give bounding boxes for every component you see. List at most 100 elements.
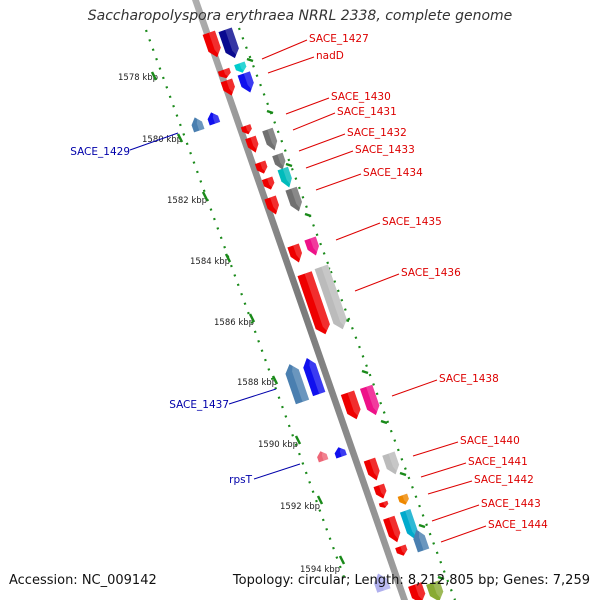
label-leader-line [391, 379, 438, 397]
gene-arrow-sace-1427b[interactable] [218, 27, 241, 61]
forward-gene-label[interactable]: SACE_1432 [347, 127, 407, 139]
ruler-minor-tick [437, 575, 445, 581]
genome-backbone [192, 0, 408, 600]
gene-arrow-rpsT[interactable] [316, 450, 329, 463]
gene-arrow-sace-1434b[interactable] [285, 186, 304, 214]
gene-arrow-sace-1430[interactable] [240, 124, 253, 136]
gene-arrow-sace-1442a[interactable] [378, 500, 389, 510]
ruler-tick [176, 133, 184, 143]
gene-arrow-rpsT-b[interactable] [333, 445, 347, 459]
ruler-minor-tick [246, 57, 254, 63]
label-leader-line [440, 525, 487, 543]
forward-gene-label[interactable]: SACE_1427 [309, 33, 369, 45]
accession-text: Accession: NC_009142 [9, 573, 157, 588]
label-leader-line [420, 462, 467, 478]
gene-arrow-sace-1437b[interactable] [301, 356, 326, 397]
ruler-label: 1578 kbp [118, 73, 158, 83]
forward-gene-label[interactable]: SACE_1444 [488, 519, 548, 531]
gene-arrow-nadD[interactable] [234, 61, 248, 74]
ruler-minor-tick [399, 471, 407, 477]
forward-gene-label[interactable]: nadD [316, 50, 344, 62]
ruler-label: 1592 kbp [280, 502, 320, 512]
forward-gene-label[interactable]: SACE_1436 [401, 267, 461, 279]
gene-arrow-sace-1431b[interactable] [262, 127, 280, 152]
genome-title: Saccharopolyspora erythraea NRRL 2338, c… [87, 8, 513, 24]
gene-arrow-sace-1429b[interactable] [206, 111, 221, 126]
ruler-minor-tick [266, 109, 274, 115]
gene-arrow-sace-1431[interactable] [245, 135, 261, 155]
gene-arrow-sace-1427[interactable] [202, 30, 224, 60]
gene-arrow-sace-1435b[interactable] [304, 236, 321, 258]
label-leader-line [431, 504, 480, 522]
label-leader-line [261, 39, 308, 60]
gene-arrow-sace-1436b[interactable] [314, 264, 350, 332]
label-leader-line [315, 173, 362, 191]
forward-gene-label[interactable]: SACE_1435 [382, 216, 442, 228]
ruler-tick [201, 191, 209, 201]
label-leader-line [228, 388, 277, 405]
ruler-label: 1582 kbp [167, 196, 207, 206]
forward-gene-label[interactable]: SACE_1442 [474, 474, 534, 486]
forward-gene-label[interactable]: SACE_1438 [439, 373, 499, 385]
ruler-label: 1594 kbp [300, 565, 340, 575]
ruler-minor-tick [361, 369, 369, 375]
label-leader-line [298, 133, 346, 152]
ruler-tick [271, 375, 279, 385]
forward-gene-label[interactable]: SACE_1430 [331, 91, 391, 103]
ruler-minor-tick [304, 212, 312, 218]
ruler-tick [338, 555, 346, 565]
gene-arrow-sace-1446[interactable] [408, 582, 428, 600]
gene-arrow-sace-1434[interactable] [264, 195, 281, 217]
label-leader-line [267, 56, 315, 74]
gene-arrow-sace-1442[interactable] [397, 493, 411, 507]
ruler-tick [224, 253, 232, 263]
gene-arrow-sace-1432b[interactable] [272, 152, 288, 172]
gene-arrow-sace-1440b[interactable] [382, 451, 401, 476]
label-leader-line [354, 273, 400, 292]
label-leader-line [129, 132, 179, 151]
forward-gene-label[interactable]: SACE_1441 [468, 456, 528, 468]
label-leader-line [305, 150, 354, 169]
reverse-gene-label[interactable]: rpsT [229, 474, 252, 486]
ruler-tick [294, 435, 302, 445]
gene-arrow-sace-1445[interactable] [371, 571, 391, 593]
gene-arrow-sace-1433[interactable] [277, 166, 295, 189]
reverse-gene-label[interactable]: SACE_1437 [169, 399, 229, 411]
gene-arrow-sace-1444b[interactable] [395, 544, 409, 557]
ruler-label: 1590 kbp [258, 440, 298, 450]
forward-gene-label[interactable]: SACE_1433 [355, 144, 415, 156]
gene-arrow-sace-1435[interactable] [287, 243, 304, 265]
ruler-minor-tick [285, 162, 293, 168]
gene-arrow-sace-1444[interactable] [411, 528, 430, 553]
gene-arrow-sace-1429[interactable] [190, 116, 205, 133]
ruler-label: 1580 kbp [142, 135, 182, 145]
gene-arrow-sace-1447[interactable] [426, 580, 446, 600]
forward-gene-label[interactable]: SACE_1443 [481, 498, 541, 510]
gene-arrow-sace-1436[interactable] [297, 271, 332, 336]
gene-arrow-sace-1440[interactable] [363, 457, 383, 483]
gene-arrow-sace-1428[interactable] [220, 78, 238, 97]
label-leader-line [285, 97, 330, 115]
forward-gene-label[interactable]: SACE_1431 [337, 106, 397, 118]
label-leader-line [335, 222, 381, 241]
gene-arrow-small-1[interactable] [217, 67, 232, 80]
gene-arrow-sace-1443b[interactable] [399, 509, 420, 541]
gene-arrow-sace-1443[interactable] [383, 515, 403, 544]
gene-arrow-sace-1438b[interactable] [359, 384, 382, 418]
ruler-label: 1584 kbp [190, 257, 230, 267]
gene-arrow-sace-1438[interactable] [340, 390, 363, 421]
gene-arrow-sace-1433b[interactable] [261, 176, 276, 192]
gene-arrow-sace-1428b[interactable] [237, 71, 257, 94]
ruler-tick [248, 313, 256, 323]
gene-arrow-sace-1437[interactable] [283, 362, 310, 405]
reverse-gene-label[interactable]: SACE_1429 [70, 146, 130, 158]
forward-gene-label[interactable]: SACE_1440 [460, 435, 520, 447]
forward-gene-label[interactable]: SACE_1434 [363, 167, 423, 179]
gene-arrow-sace-1441[interactable] [373, 483, 389, 501]
label-leader-line [292, 112, 336, 131]
genome-summary-text: Topology: circular; Length: 8,212,805 bp… [232, 573, 590, 588]
ruler-label: 1586 kbp [214, 318, 254, 328]
gene-arrow-sace-1432[interactable] [254, 160, 269, 176]
ruler-minor-tick [380, 419, 388, 425]
